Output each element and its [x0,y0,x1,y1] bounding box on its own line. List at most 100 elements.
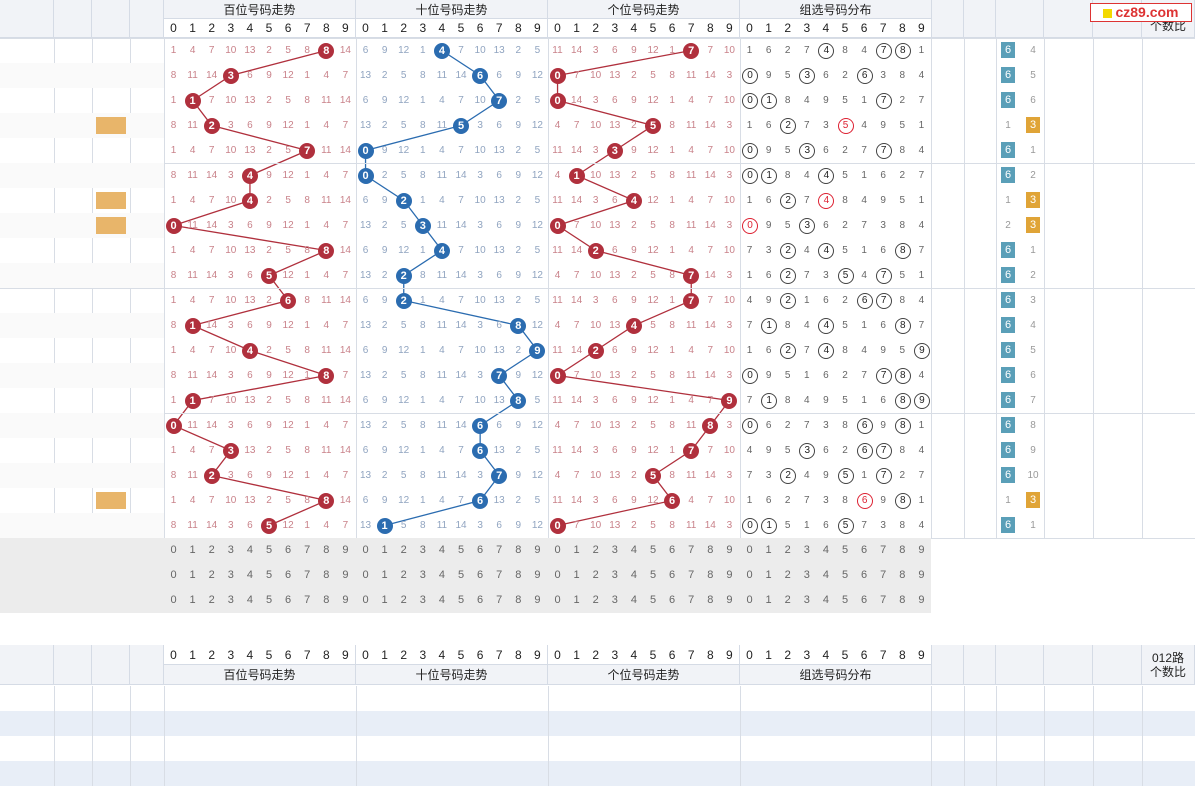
prediction-digit[interactable]: 3 [611,594,618,606]
prediction-digit[interactable]: 0 [554,544,561,556]
prediction-digit[interactable]: 7 [688,544,695,556]
prediction-digit[interactable]: 4 [630,569,637,581]
prediction-digit[interactable]: 0 [170,544,177,556]
prediction-digit[interactable]: 3 [227,569,234,581]
prediction-digit[interactable]: 8 [515,594,522,606]
prediction-digit[interactable]: 3 [803,569,810,581]
prediction-digit[interactable]: 8 [515,544,522,556]
prediction-digit[interactable]: 0 [170,594,177,606]
prediction-digit[interactable]: 3 [227,594,234,606]
prediction-digit[interactable]: 2 [592,594,599,606]
prediction-digit[interactable]: 5 [841,569,849,581]
prediction-digit[interactable]: 6 [285,544,292,556]
prediction-digit[interactable]: 2 [592,544,599,556]
prediction-digit[interactable]: 6 [477,594,484,606]
prediction-digit[interactable]: 9 [342,544,349,556]
prediction-digit[interactable]: 8 [899,569,906,581]
prediction-digit[interactable]: 9 [918,544,925,556]
prediction-digit[interactable]: 7 [688,594,695,606]
prediction-digit[interactable]: 1 [573,544,580,556]
prediction-digit[interactable]: 6 [861,569,868,581]
prediction-digit[interactable]: 8 [707,544,714,556]
prediction-digit[interactable]: 6 [285,594,292,606]
prediction-digit[interactable]: 3 [803,594,810,606]
prediction-digit[interactable]: 4 [822,594,829,606]
prediction-digit[interactable]: 8 [323,544,330,556]
prediction-digit[interactable]: 4 [438,569,445,581]
prediction-digit[interactable]: 0 [362,569,369,581]
prediction-digit[interactable]: 5 [649,594,657,606]
prediction-digit[interactable]: 7 [304,544,311,556]
prediction-digit[interactable]: 0 [746,569,753,581]
prediction-digit[interactable]: 0 [170,569,177,581]
prediction-digit[interactable]: 7 [880,594,887,606]
prediction-digit[interactable]: 1 [189,569,196,581]
prediction-digit[interactable]: 7 [496,544,503,556]
prediction-digit[interactable]: 6 [669,594,676,606]
prediction-digit[interactable]: 5 [265,544,273,556]
prediction-digit[interactable]: 2 [592,569,599,581]
prediction-digit[interactable]: 3 [419,569,426,581]
prediction-digit[interactable]: 8 [707,569,714,581]
prediction-digit[interactable]: 4 [438,594,445,606]
prediction-digit[interactable]: 1 [765,544,772,556]
prediction-digit[interactable]: 0 [746,594,753,606]
prediction-digit[interactable]: 2 [208,544,215,556]
prediction-digit[interactable]: 9 [918,569,925,581]
prediction-digit[interactable]: 6 [477,544,484,556]
prediction-digit[interactable]: 0 [362,544,369,556]
prediction-digit[interactable]: 1 [189,544,196,556]
prediction-digit[interactable]: 9 [918,594,925,606]
prediction-digit[interactable]: 7 [304,569,311,581]
prediction-digit[interactable]: 6 [669,544,676,556]
prediction-digit[interactable]: 5 [457,594,465,606]
prediction-digit[interactable]: 6 [477,569,484,581]
prediction-digit[interactable]: 1 [381,594,388,606]
prediction-digit[interactable]: 7 [304,594,311,606]
prediction-digit[interactable]: 4 [822,569,829,581]
prediction-digit[interactable]: 6 [285,569,292,581]
prediction-digit[interactable]: 3 [611,544,618,556]
prediction-digit[interactable]: 6 [861,594,868,606]
col-header-period[interactable] [0,0,54,38]
prediction-digit[interactable]: 3 [227,544,234,556]
prediction-digit[interactable]: 2 [208,569,215,581]
prediction-digit[interactable]: 7 [880,544,887,556]
prediction-digit[interactable]: 8 [899,544,906,556]
prediction-digit[interactable]: 2 [208,594,215,606]
prediction-digit[interactable]: 5 [265,569,273,581]
prediction-digit[interactable]: 8 [899,594,906,606]
prediction-digit[interactable]: 1 [381,569,388,581]
col-header-period[interactable] [0,645,54,685]
prediction-digit[interactable]: 4 [822,544,829,556]
prediction-digit[interactable]: 6 [669,569,676,581]
prediction-digit[interactable]: 9 [342,594,349,606]
prediction-digit[interactable]: 1 [189,594,196,606]
prediction-row-label[interactable] [0,538,160,563]
prediction-digit[interactable]: 9 [534,594,541,606]
prediction-digit[interactable]: 3 [419,544,426,556]
prediction-digit[interactable]: 6 [861,544,868,556]
site-logo[interactable]: cz89.com [1090,3,1192,22]
prediction-row-label[interactable] [0,563,160,588]
prediction-digit[interactable]: 9 [726,594,733,606]
prediction-digit[interactable]: 0 [746,544,753,556]
prediction-digit[interactable]: 9 [534,569,541,581]
prediction-digit[interactable]: 9 [726,544,733,556]
prediction-digit[interactable]: 3 [611,569,618,581]
prediction-digit[interactable]: 1 [573,569,580,581]
prediction-digit[interactable]: 5 [649,569,657,581]
prediction-digit[interactable]: 8 [323,569,330,581]
prediction-digit[interactable]: 4 [246,594,253,606]
prediction-digit[interactable]: 4 [246,544,253,556]
prediction-digit[interactable]: 4 [438,544,445,556]
prediction-row-label[interactable] [0,588,160,613]
prediction-digit[interactable]: 8 [515,569,522,581]
prediction-digit[interactable]: 2 [400,544,407,556]
prediction-digit[interactable]: 4 [246,569,253,581]
prediction-digit[interactable]: 9 [534,544,541,556]
prediction-digit[interactable]: 5 [649,544,657,556]
prediction-digit[interactable]: 1 [573,594,580,606]
prediction-digit[interactable]: 2 [784,544,791,556]
prediction-digit[interactable]: 5 [457,544,465,556]
